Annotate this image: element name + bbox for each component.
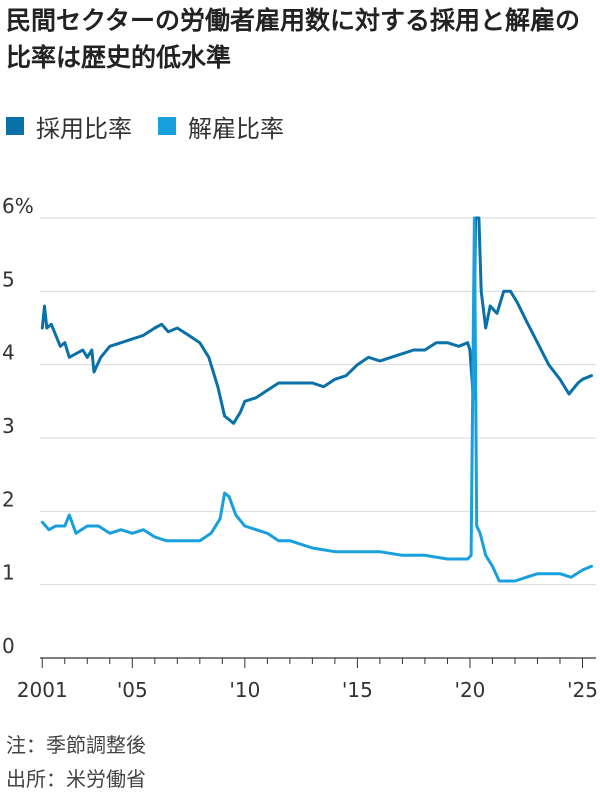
legend-label-hires: 採用比率 xyxy=(36,114,132,143)
x-tick-label-2025: '25 xyxy=(567,678,598,702)
y-tick-label-4: 4 xyxy=(2,341,15,365)
legend-item-layoffs: 解雇比率 xyxy=(158,109,284,144)
footnotes: 注：季節調整後 出所：米労働省 xyxy=(6,728,146,796)
series-lines xyxy=(40,216,593,583)
y-tick-label-2: 2 xyxy=(2,487,15,511)
x-tick-label-2015: '15 xyxy=(342,678,373,702)
legend: 採用比率 解雇比率 xyxy=(6,109,310,144)
legend-swatch-layoffs xyxy=(158,117,176,135)
x-tick-label-2005: '05 xyxy=(117,678,148,702)
legend-label-layoffs: 解雇比率 xyxy=(188,114,284,143)
note-seasonal-adjustment: 注：季節調整後 xyxy=(6,733,146,757)
x-tick-label-2020: '20 xyxy=(454,678,485,702)
y-tick-label-6: 6% xyxy=(2,194,34,218)
source-note: 出所：米労働省 xyxy=(6,767,146,791)
x-axis: 2001 '05 '10 '15 '20 '25 xyxy=(17,657,598,702)
chart-plot: 0 1 2 3 4 5 6% 2001 '05 '10 '15 '20 '25 xyxy=(2,194,598,702)
x-tick-label-2001: 2001 xyxy=(17,678,68,702)
series-line-layoffs xyxy=(40,216,593,583)
legend-item-hires: 採用比率 xyxy=(6,109,132,144)
y-tick-label-0: 0 xyxy=(2,634,15,658)
y-axis-tick-labels: 0 1 2 3 4 5 6% xyxy=(2,194,34,658)
y-tick-label-5: 5 xyxy=(2,267,15,291)
y-tick-label-1: 1 xyxy=(2,561,15,585)
y-tick-label-3: 3 xyxy=(2,414,15,438)
series-line-hires xyxy=(40,216,593,425)
chart-title: 民間セクターの労働者雇用数に対する採用と解雇の比率は歴史的低水準 xyxy=(6,6,581,72)
x-tick-label-2010: '10 xyxy=(229,678,260,702)
legend-swatch-hires xyxy=(6,117,24,135)
